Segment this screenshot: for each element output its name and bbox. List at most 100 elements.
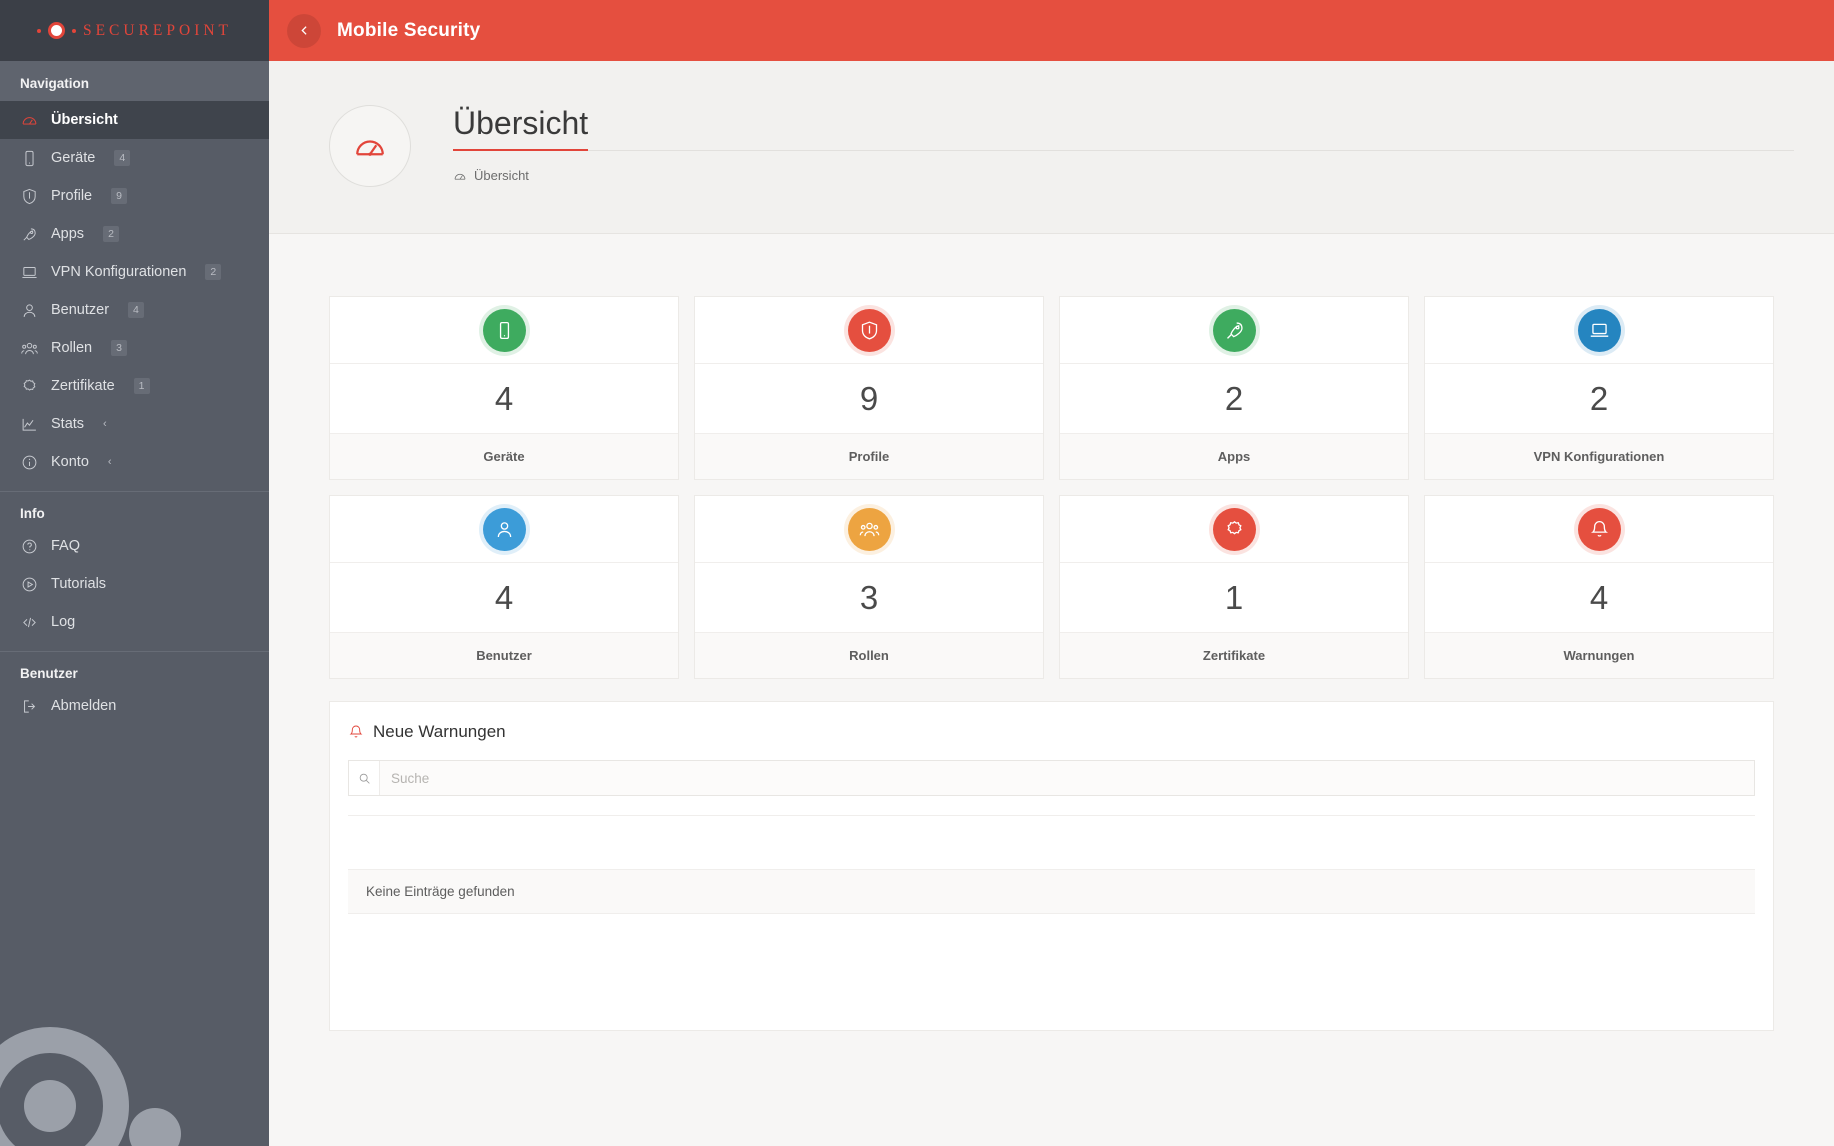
card-label: VPN Konfigurationen	[1425, 433, 1773, 479]
panel-body: Keine Einträge gefunden	[330, 760, 1773, 914]
sidebar-item-zertifikate[interactable]: Zertifikate 1	[0, 367, 269, 405]
card-value: 9	[695, 363, 1043, 433]
sidebar-item-uebersicht[interactable]: Übersicht	[0, 101, 269, 139]
page-header-gauge-icon	[329, 105, 411, 187]
certificate-icon	[20, 377, 38, 395]
bell-icon	[349, 725, 363, 738]
page-header-text: Übersicht Übersicht	[453, 105, 1834, 183]
card-label: Zertifikate	[1060, 632, 1408, 678]
stat-card-rollen[interactable]: 3 Rollen	[694, 495, 1044, 679]
stat-card-benutzer[interactable]: 4 Benutzer	[329, 495, 679, 679]
breadcrumb-label[interactable]: Übersicht	[474, 168, 529, 183]
chevron-left-icon	[300, 26, 307, 35]
rocket-icon	[1212, 308, 1256, 352]
brand-dot-right	[71, 28, 76, 33]
sidebar-item-badge: 4	[128, 301, 144, 319]
card-icon-row	[695, 496, 1043, 562]
card-icon-row	[1425, 297, 1773, 363]
sidebar-item-badge: 9	[111, 187, 127, 205]
sidebar-item-abmelden[interactable]: Abmelden	[0, 687, 269, 725]
sidebar-section-benutzer: Benutzer	[20, 666, 78, 681]
topbar: Mobile Security	[269, 0, 1834, 61]
brand-dot-left	[36, 28, 41, 33]
sidebar-item-badge: 2	[205, 263, 222, 281]
sidebar-item-badge: 3	[111, 339, 127, 357]
logout-icon	[20, 697, 38, 715]
sidebar-section-info: Info	[20, 506, 45, 521]
users-icon	[20, 339, 38, 357]
chevron-left-icon: ‹	[103, 418, 107, 430]
breadcrumb: Übersicht	[453, 168, 1794, 183]
panel-header: Neue Warnungen	[330, 702, 1773, 760]
info-icon	[20, 453, 38, 471]
stat-card-zertifikate[interactable]: 1 Zertifikate	[1059, 495, 1409, 679]
sidebar-divider-2	[0, 651, 269, 652]
topbar-title: Mobile Security	[337, 19, 481, 41]
card-value: 4	[330, 562, 678, 632]
card-label: Benutzer	[330, 632, 678, 678]
back-button[interactable]	[287, 13, 321, 48]
sidebar-item-faq[interactable]: FAQ	[0, 527, 269, 565]
sidebar-item-label: FAQ	[51, 538, 81, 554]
sidebar-item-label: Zertifikate	[51, 378, 115, 394]
card-icon-row	[695, 297, 1043, 363]
sidebar-item-konto[interactable]: Konto ‹	[0, 443, 269, 481]
sidebar: SECUREPOINT Navigation Übersicht Geräte …	[0, 0, 269, 1146]
sidebar-item-label: Rollen	[51, 340, 93, 356]
sidebar-item-label: Geräte	[51, 150, 96, 166]
card-value: 4	[330, 363, 678, 433]
certificate-icon	[1212, 507, 1256, 551]
sidebar-item-tutorials[interactable]: Tutorials	[0, 565, 269, 603]
sidebar-item-badge: 1	[133, 377, 150, 395]
card-icon-row	[1060, 297, 1408, 363]
sidebar-item-log[interactable]: Log	[0, 603, 269, 641]
stat-card-geraete[interactable]: 4 Geräte	[329, 296, 679, 480]
card-icon-row	[330, 496, 678, 562]
sidebar-item-benutzer[interactable]: Benutzer 4	[0, 291, 269, 329]
shield-icon	[847, 308, 891, 352]
brand-logo: SECUREPOINT	[36, 21, 233, 40]
sidebar-item-geraete[interactable]: Geräte 4	[0, 139, 269, 177]
stat-card-warnungen[interactable]: 4 Warnungen	[1424, 495, 1774, 679]
card-label: Profile	[695, 433, 1043, 479]
sidebar-item-stats[interactable]: Stats ‹	[0, 405, 269, 443]
sidebar-item-label: Profile	[51, 188, 93, 204]
sidebar-item-vpn-konfigurationen[interactable]: VPN Konfigurationen 2	[0, 253, 269, 291]
bell-icon	[1577, 507, 1621, 551]
brand-name: SECUREPOINT	[82, 21, 233, 39]
sidebar-item-label: Benutzer	[51, 302, 110, 318]
sidebar-item-label: Konto	[51, 454, 89, 470]
brand-header: SECUREPOINT	[0, 0, 269, 61]
card-icon-row	[1060, 496, 1408, 562]
sidebar-item-rollen[interactable]: Rollen 3	[0, 329, 269, 367]
new-warnings-panel: Neue Warnungen Keine Einträge gefunden	[329, 701, 1774, 1031]
search-box[interactable]	[348, 760, 1755, 796]
sidebar-item-profile[interactable]: Profile 9	[0, 177, 269, 215]
card-label: Rollen	[695, 632, 1043, 678]
question-circle-icon	[20, 537, 38, 555]
card-label: Warnungen	[1425, 632, 1773, 678]
stat-card-profile[interactable]: 9 Profile	[694, 296, 1044, 480]
sidebar-section-navigation: Navigation	[0, 61, 269, 101]
panel-divider	[348, 815, 1755, 816]
sidebar-item-apps[interactable]: Apps 2	[0, 215, 269, 253]
laptop-icon	[1577, 308, 1621, 352]
card-icon-row	[330, 297, 678, 363]
card-value: 2	[1060, 363, 1408, 433]
card-label: Apps	[1060, 433, 1408, 479]
search-input[interactable]	[380, 761, 1754, 795]
card-label: Geräte	[330, 433, 678, 479]
stat-card-vpn-konfigurationen[interactable]: 2 VPN Konfigurationen	[1424, 296, 1774, 480]
card-icon-row	[1425, 496, 1773, 562]
securepoint-watermark-logo	[0, 1027, 181, 1146]
mobile-icon	[20, 149, 38, 167]
user-icon	[20, 301, 38, 319]
mobile-icon	[482, 308, 526, 352]
stat-cards-grid: 4 Geräte 9 Profile	[329, 296, 1774, 679]
sidebar-item-label: Log	[51, 614, 76, 630]
page-header: Übersicht Übersicht	[269, 61, 1834, 234]
chart-icon	[20, 415, 38, 433]
stat-card-apps[interactable]: 2 Apps	[1059, 296, 1409, 480]
sidebar-item-label: Abmelden	[51, 698, 117, 714]
users-icon	[847, 507, 891, 551]
